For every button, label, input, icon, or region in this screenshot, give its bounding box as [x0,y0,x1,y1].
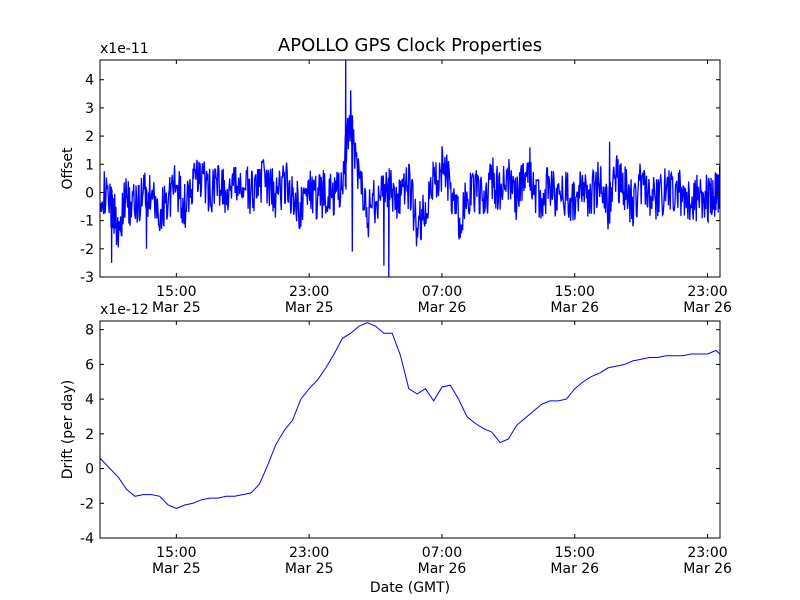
y-tick-label: 8 [85,323,94,339]
x-tick-date-label: Mar 25 [285,561,334,577]
x-axis-label: Date (GMT) [370,580,450,596]
x-tick-date-label: Mar 25 [285,300,334,316]
x-tick-date-label: Mar 25 [152,300,201,316]
y-tick-label: 2 [85,129,94,145]
plot-frame [99,59,721,278]
y-axis-label: Drift (per day) [60,380,76,479]
y-tick-label: -3 [80,270,94,286]
y-tick-label: -4 [80,531,94,547]
y-exponent-label: x1e-11 [100,41,149,57]
chart-title: APOLLO GPS Clock Properties [278,35,542,56]
y-tick-label: 0 [85,462,94,478]
y-tick-label: 4 [85,392,94,408]
y-tick-label: 3 [85,101,94,117]
x-tick-time-label: 23:00 [289,284,329,300]
x-tick-time-label: 23:00 [687,284,727,300]
y-tick-label: -2 [80,496,94,512]
x-tick-date-label: Mar 25 [152,561,201,577]
x-tick-date-label: Mar 26 [683,300,732,316]
y-tick-label: 6 [85,357,94,373]
x-tick-time-label: 15:00 [555,545,595,561]
drift-series-line [100,322,720,510]
y-tick-label: 2 [85,427,94,443]
plot-frame [99,320,721,539]
y-axis-label: Offset [60,147,76,190]
y-tick-label: -2 [80,242,94,258]
offset-series-line [100,60,720,277]
x-tick-date-label: Mar 26 [683,561,732,577]
x-tick-time-label: 07:00 [422,284,462,300]
x-tick-time-label: 23:00 [687,545,727,561]
x-tick-time-label: 07:00 [422,545,462,561]
x-tick-time-label: 23:00 [289,545,329,561]
x-tick-date-label: Mar 26 [418,561,467,577]
y-tick-label: 0 [85,185,94,201]
y-tick-label: 1 [85,157,94,173]
x-tick-time-label: 15:00 [555,284,595,300]
y-tick-label: -1 [80,214,94,230]
x-tick-date-label: Mar 26 [550,561,599,577]
x-tick-time-label: 15:00 [156,284,196,300]
x-tick-time-label: 15:00 [156,545,196,561]
y-tick-label: 4 [85,73,94,89]
x-tick-date-label: Mar 26 [550,300,599,316]
x-tick-date-label: Mar 26 [418,300,467,316]
y-exponent-label: x1e-12 [100,302,149,318]
